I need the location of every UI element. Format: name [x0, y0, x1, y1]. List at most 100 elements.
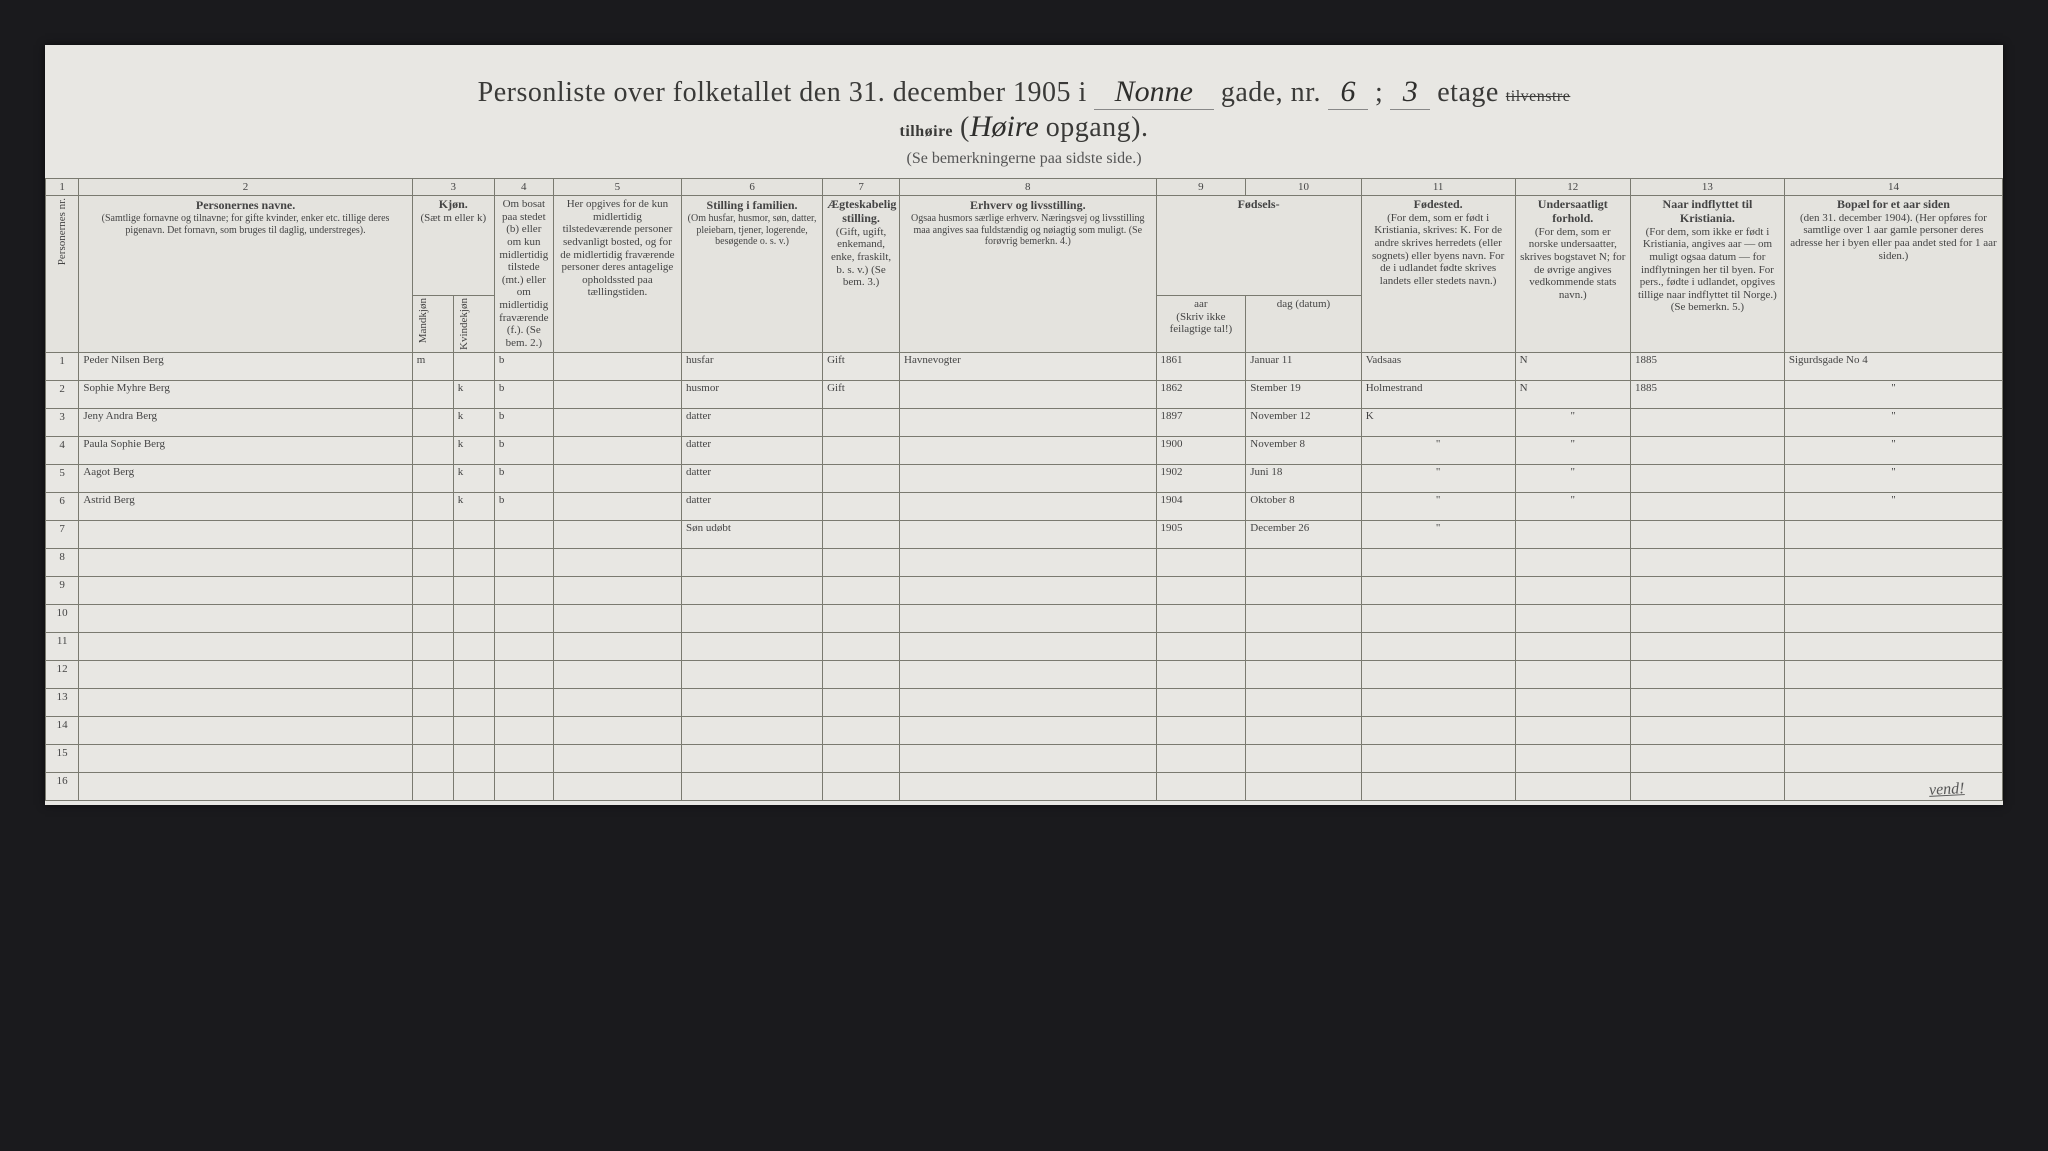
cell-name — [79, 548, 412, 576]
cell-name — [79, 604, 412, 632]
cell-moved — [1630, 464, 1784, 492]
cell-prev-address — [1784, 688, 2002, 716]
cell-birth-date — [1246, 688, 1361, 716]
cell-birth-date — [1246, 716, 1361, 744]
cell-temp — [553, 744, 681, 772]
table-row: 5Aagot Bergkbdatter1902Juni 18""" — [46, 464, 2003, 492]
colnum-1: 1 — [46, 179, 79, 196]
cell-prev-address — [1784, 660, 2002, 688]
cell-temp — [553, 436, 681, 464]
table-row: 2Sophie Myhre BergkbhusmorGift1862Stembe… — [46, 380, 2003, 408]
head-birthplace: Fødested. (For dem, som er født i Kristi… — [1361, 196, 1515, 353]
cell-nationality: " — [1515, 464, 1630, 492]
head-prev-address: Bopæl for et aar siden (den 31. december… — [1784, 196, 2002, 353]
table-row: 3Jeny Andra Bergkbdatter1897November 12K… — [46, 408, 2003, 436]
title-printed-prefix: Personliste over folketallet den 31. dec… — [478, 77, 1087, 108]
cell-residence: b — [494, 408, 553, 436]
cell-occupation — [900, 604, 1156, 632]
table-row: 13 — [46, 688, 2003, 716]
cell-moved — [1630, 492, 1784, 520]
cell-residence: b — [494, 436, 553, 464]
cell-family — [682, 548, 823, 576]
cell-occupation — [900, 436, 1156, 464]
cell-occupation — [900, 688, 1156, 716]
cell-nationality: N — [1515, 352, 1630, 380]
colnum-9: 9 — [1156, 179, 1246, 196]
cell-birth-date — [1246, 576, 1361, 604]
cell-occupation — [900, 492, 1156, 520]
colnum-12: 12 — [1515, 179, 1630, 196]
cell-birth-date: Oktober 8 — [1246, 492, 1361, 520]
cell-marital — [823, 604, 900, 632]
cell-temp — [553, 408, 681, 436]
cell-marital: Gift — [823, 380, 900, 408]
cell-name — [79, 660, 412, 688]
cell-prev-address: " — [1784, 492, 2002, 520]
cell-birth-date — [1246, 772, 1361, 800]
cell-birth-date — [1246, 632, 1361, 660]
cell-moved: 1885 — [1630, 352, 1784, 380]
table-row: 1Peder Nilsen BergmbhusfarGiftHavnevogte… — [46, 352, 2003, 380]
cell-birth-year — [1156, 772, 1246, 800]
cell-birth-date — [1246, 660, 1361, 688]
cell-sex-m — [412, 548, 453, 576]
head-marital: Ægteskabelig stilling. (Gift, ugift, enk… — [823, 196, 900, 353]
head-birth-date: dag (datum) — [1246, 296, 1361, 353]
cell-birthplace: " — [1361, 520, 1515, 548]
table-body: 1Peder Nilsen BergmbhusfarGiftHavnevogte… — [46, 352, 2003, 800]
cell-sex-k — [453, 604, 494, 632]
cell-birth-date: November 8 — [1246, 436, 1361, 464]
cell-family — [682, 576, 823, 604]
colnum-8: 8 — [900, 179, 1156, 196]
cell-sex-k: k — [453, 436, 494, 464]
cell-moved: 1885 — [1630, 380, 1784, 408]
row-number: 15 — [46, 744, 79, 772]
cell-name — [79, 632, 412, 660]
row-number: 13 — [46, 688, 79, 716]
cell-prev-address — [1784, 576, 2002, 604]
cell-name: Jeny Andra Berg — [79, 408, 412, 436]
row-number: 7 — [46, 520, 79, 548]
cell-prev-address — [1784, 604, 2002, 632]
cell-name: Paula Sophie Berg — [79, 436, 412, 464]
cell-nationality — [1515, 660, 1630, 688]
census-page: Personliste over folketallet den 31. dec… — [45, 45, 2003, 805]
head-nationality: Undersaatligt forhold. (For dem, som er … — [1515, 196, 1630, 353]
cell-family: husfar — [682, 352, 823, 380]
cell-marital — [823, 660, 900, 688]
cell-marital — [823, 632, 900, 660]
colnum-10: 10 — [1246, 179, 1361, 196]
cell-sex-m — [412, 576, 453, 604]
cell-family: datter — [682, 436, 823, 464]
cell-nationality — [1515, 632, 1630, 660]
row-number: 8 — [46, 548, 79, 576]
cell-prev-address — [1784, 744, 2002, 772]
cell-marital: Gift — [823, 352, 900, 380]
cell-birth-year — [1156, 576, 1246, 604]
row-number: 9 — [46, 576, 79, 604]
cell-moved — [1630, 520, 1784, 548]
cell-residence — [494, 604, 553, 632]
cell-occupation — [900, 744, 1156, 772]
cell-occupation — [900, 380, 1156, 408]
cell-family: datter — [682, 464, 823, 492]
cell-temp — [553, 492, 681, 520]
colnum-6: 6 — [682, 179, 823, 196]
cell-name: Sophie Myhre Berg — [79, 380, 412, 408]
colnum-5: 5 — [553, 179, 681, 196]
cell-prev-address — [1784, 520, 2002, 548]
cell-marital — [823, 576, 900, 604]
cell-name — [79, 520, 412, 548]
cell-birth-date: Januar 11 — [1246, 352, 1361, 380]
cell-prev-address: " — [1784, 380, 2002, 408]
cell-prev-address — [1784, 716, 2002, 744]
cell-temp — [553, 464, 681, 492]
cell-sex-m — [412, 688, 453, 716]
table-row: 4Paula Sophie Bergkbdatter1900November 8… — [46, 436, 2003, 464]
table-row: 10 — [46, 604, 2003, 632]
side-hand: Høire — [970, 110, 1039, 143]
cell-moved — [1630, 604, 1784, 632]
cell-birth-date — [1246, 604, 1361, 632]
head-sex-m: Mandkjøn — [412, 296, 453, 353]
row-number: 14 — [46, 716, 79, 744]
